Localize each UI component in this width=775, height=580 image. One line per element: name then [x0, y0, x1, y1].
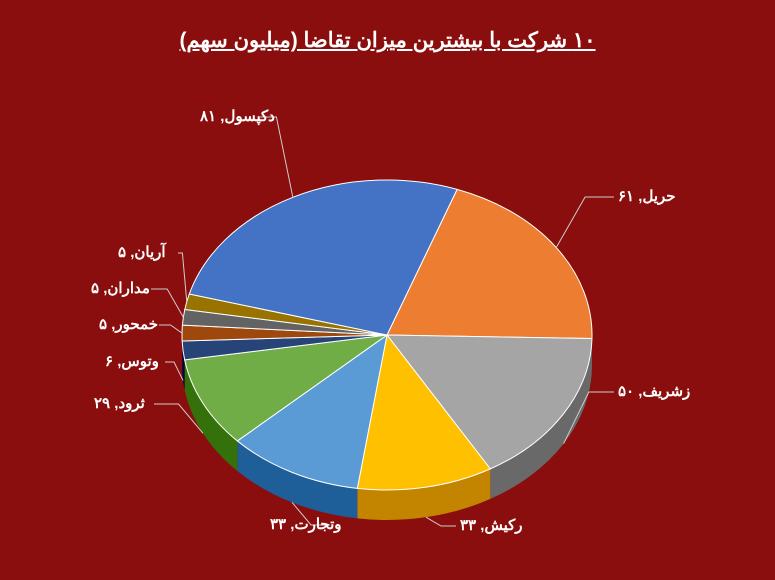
- leader-line: [426, 517, 456, 526]
- slice-label-haril: حریل, ۶۱: [618, 187, 676, 205]
- leader-line: [556, 197, 614, 248]
- slice-label-vetoos: وتوس, ۶: [105, 352, 159, 370]
- pie-chart: حریل, ۶۱ زشریف, ۵۰ رکیش, ۳۳ وتجارت, ۳۳ ث…: [0, 75, 775, 575]
- slice-label-sorood: ثرود, ۲۹: [94, 394, 145, 412]
- leader-line: [260, 117, 293, 197]
- leader-line: [159, 325, 182, 333]
- slice-label-rakish: رکیش, ۳۳: [460, 516, 523, 534]
- leader-line: [165, 362, 183, 380]
- leader-line: [178, 253, 187, 302]
- slice-label-vetejarat: وتجارت, ۳۳: [270, 515, 342, 533]
- chart-title: ۱۰ شرکت با بیشترین میزان تقاضا (میلیون س…: [0, 28, 775, 53]
- slice-label-khemehvar: خمحور, ۵: [99, 315, 158, 333]
- slice-label-zsharif: زشریف, ۵۰: [618, 382, 690, 400]
- leader-line: [151, 289, 183, 317]
- slice-label-madaran: مداران, ۵: [91, 279, 150, 297]
- slice-label-aryan: آریان, ۵: [118, 243, 166, 261]
- slice-label-dakpsool: دکپسول, ۸۱: [200, 107, 275, 125]
